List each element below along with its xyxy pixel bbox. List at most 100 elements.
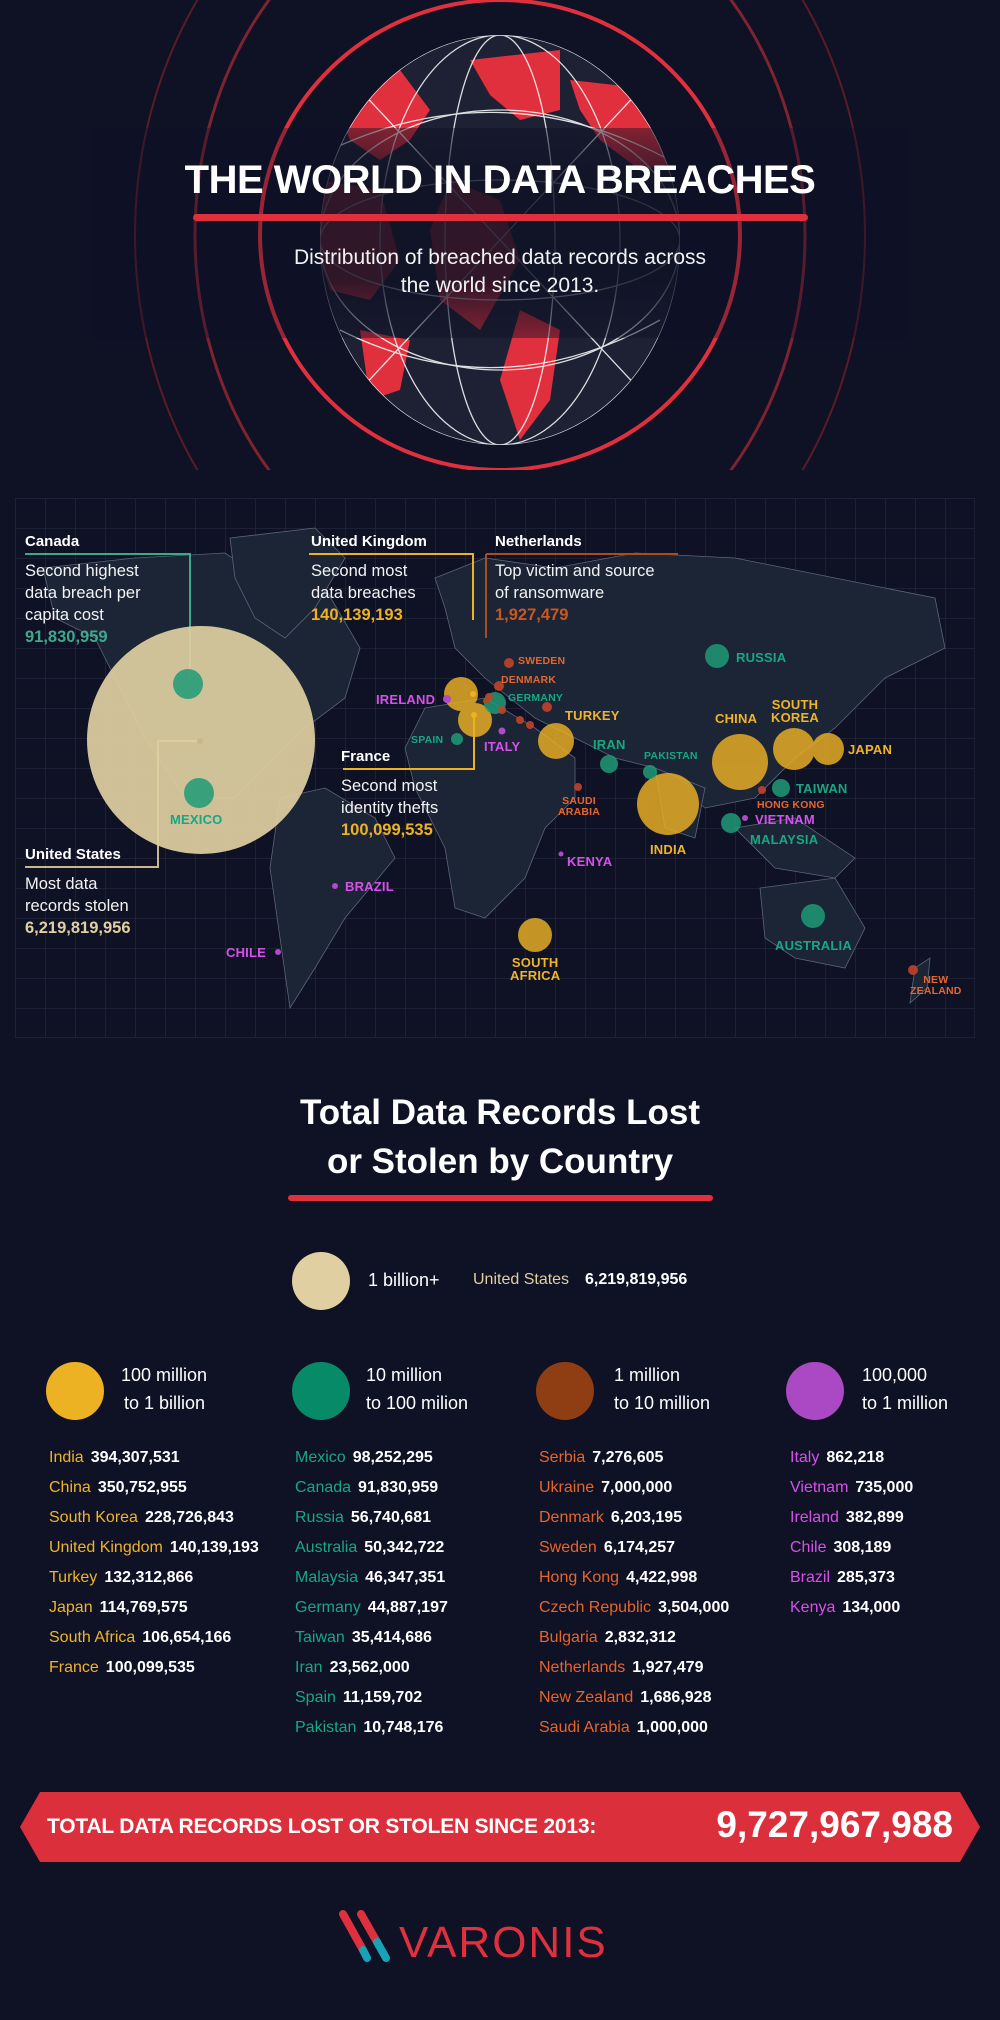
list-item: Bulgaria 2,832,312 [539,1623,729,1653]
country-name: Netherlands [539,1659,626,1676]
country-name: Russia [295,1509,344,1526]
country-name: Italy [790,1449,820,1466]
country-value: 4,422,998 [626,1569,698,1586]
country-value: 56,740,681 [350,1509,431,1526]
map-graphic [15,498,975,1038]
country-list-100k-1m: Italy 862,218 Vietnam 735,000 Ireland 382,899… [790,1443,913,1623]
map-label-chile: CHILE [226,945,266,960]
world-map: Canada Second highest data breach per ca… [15,498,975,1038]
map-label-kenya: KENYA [567,854,613,869]
list-item: Netherlands 1,927,479 [539,1653,729,1683]
country-value: 6,203,195 [610,1509,683,1526]
callout-netherlands-value: 1,927,479 [495,606,569,624]
legend-label-10m-100m: 10 million to 100 milion [366,1361,468,1417]
country-value: 3,504,000 [658,1599,730,1616]
callout-canada-line1: Second highest [25,562,139,580]
country-value: 140,139,193 [169,1539,259,1556]
list-item: South Korea 228,726,843 [49,1503,259,1533]
list-item: Australia 50,342,722 [295,1533,448,1563]
map-label-spain: SPAIN [411,734,444,746]
callout-us-value: 6,219,819,956 [25,919,131,937]
country-value: 7,000,000 [601,1479,673,1496]
list-item: Turkey 132,312,866 [49,1563,259,1593]
list-item: Kenya 134,000 [790,1593,913,1623]
country-name: China [49,1479,91,1496]
country-value: 44,887,197 [367,1599,448,1616]
country-name: India [49,1449,84,1466]
callout-uk-value: 140,139,193 [311,606,403,624]
country-name: Pakistan [295,1719,357,1736]
country-value: 106,654,166 [142,1629,232,1646]
country-value: 735,000 [855,1479,914,1496]
legend-us-name: United States [473,1271,570,1288]
callout-us-title: United States [25,846,121,863]
country-value: 862,218 [826,1449,885,1466]
map-label-saudi-line1: SAUDI [562,795,596,807]
map-label-russia: RUSSIA [736,650,787,665]
callout-uk-line1: Second most [311,562,408,580]
map-label-saudi-line2: ARABIA [558,806,601,818]
globe-illustration [90,0,910,470]
callout-netherlands-line2: of ransomware [495,584,605,602]
legend-dot-1m-10m [536,1362,594,1420]
map-label-turkey: TURKEY [565,708,620,723]
list-item: Ukraine 7,000,000 [539,1473,729,1503]
country-list-100m-1b: India 394,307,531 China 350,752,955 South Ko… [49,1443,259,1683]
country-value: 394,307,531 [90,1449,180,1466]
country-name: Serbia [539,1449,586,1466]
country-name: Kenya [790,1599,836,1616]
list-item: Japan 114,769,575 [49,1593,259,1623]
country-name: United Kingdom [49,1539,163,1556]
map-label-germany: GERMANY [508,692,564,704]
map-label-ireland: IRELAND [376,692,436,707]
map-label-south-africa: SOUTH AFRICA [510,956,560,982]
country-name: Taiwan [295,1629,345,1646]
country-value: 91,830,959 [358,1479,439,1496]
legend-label-100m-1b: 100 million to 1 billion [121,1361,207,1417]
list-item: Iran 23,562,000 [295,1653,448,1683]
list-item: Mexico 98,252,295 [295,1443,448,1473]
total-banner: TOTAL DATA RECORDS LOST OR STOLEN SINCE … [20,1792,980,1862]
subtitle-line-2: the world since 2013. [400,274,600,297]
country-value: 50,342,722 [364,1539,445,1556]
country-value: 35,414,686 [351,1629,432,1646]
list-item: Spain 11,159,702 [295,1683,448,1713]
section-title-line1: Total Data Records Lost [300,1093,700,1132]
country-name: Australia [295,1539,358,1556]
map-label-denmark: DENMARK [501,674,557,686]
map-label-mexico: MEXICO [170,812,223,827]
map-label-pakistan: PAKISTAN [644,750,698,762]
list-item: United Kingdom 140,139,193 [49,1533,259,1563]
callout-uk-body: Second most data breaches 140,139,193 [311,560,416,626]
callout-france-line1: Second most [341,777,438,795]
legend-100k-line1: 100,000 [862,1365,928,1385]
country-name: Iran [295,1659,323,1676]
map-label-south-korea: SOUTH KOREA [771,698,819,724]
list-item: New Zealand 1,686,928 [539,1683,729,1713]
legend-label-100k-1m: 100,000 to 1 million [862,1361,948,1417]
list-item: Czech Republic 3,504,000 [539,1593,729,1623]
map-label-south-korea-line2: KOREA [771,710,819,725]
map-label-japan: JAPAN [848,742,893,757]
map-label-south-africa-line1: SOUTH [511,955,559,970]
callout-us-body: Most data records stolen 6,219,819,956 [25,873,131,939]
total-label: TOTAL DATA RECORDS LOST OR STOLEN SINCE … [47,1815,597,1838]
list-item: Saudi Arabia 1,000,000 [539,1713,729,1743]
map-label-taiwan: TAIWAN [796,781,848,796]
country-value: 1,686,928 [640,1689,712,1706]
map-label-malaysia: MALAYSIA [750,832,819,847]
list-item: Malaysia 46,347,351 [295,1563,448,1593]
country-name: Brazil [790,1569,831,1586]
legend-1m-line1: 1 million [614,1365,681,1385]
legend-10m-line2: to 100 milion [366,1393,469,1413]
callout-canada-line3: capita cost [25,606,104,624]
country-list-10m-100m: Mexico 98,252,295 Canada 91,830,959 Russia 56… [295,1443,448,1743]
list-item: Canada 91,830,959 [295,1473,448,1503]
legend-100k-line2: to 1 million [862,1393,949,1413]
legend-100m-line2: to 1 billion [124,1393,206,1413]
country-value: 10,748,176 [363,1719,444,1736]
country-value: 228,726,843 [144,1509,234,1526]
map-label-brazil: BRAZIL [345,879,394,894]
section-title: Total Data Records Lost or Stolen by Cou… [0,1088,1000,1186]
country-name: New Zealand [539,1689,634,1706]
